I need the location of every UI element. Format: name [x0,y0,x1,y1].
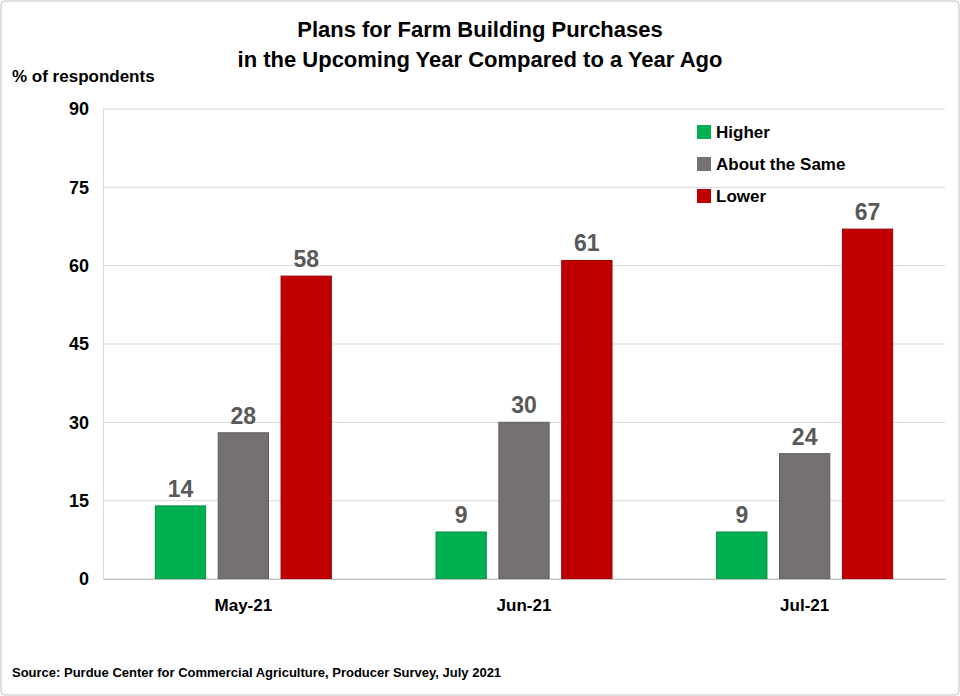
x-tick: Jun-21 [497,579,552,615]
y-tick-label: 0 [79,569,89,589]
data-label: 24 [792,424,818,450]
legend-swatch [697,189,711,203]
y-tick-label: 60 [69,256,89,276]
source-note: Source: Purdue Center for Commercial Agr… [12,665,501,680]
x-axis: May-21 Jun-21 Jul-21 [104,579,946,615]
data-label: 58 [293,246,319,272]
title-line: Plans for Farm Building Purchases [297,17,663,42]
y-axis: 0 15 30 45 60 75 90 [69,99,104,589]
title-line: in the Upcoming Year Compared to a Year … [238,47,723,72]
y-tick: 45 [69,334,103,354]
data-label: 28 [231,403,257,429]
data-label: 67 [855,199,881,225]
grid-line [103,109,945,110]
legend: Higher About the Same Lower [697,123,845,206]
data-label: 14 [168,476,194,502]
x-tick-label: Jun-21 [497,596,552,615]
data-label: 9 [735,502,748,528]
legend-swatch [697,125,711,139]
bar [436,532,486,579]
bar [155,506,205,579]
grid-line [103,344,945,345]
y-axis-title: % of respondents [12,67,155,86]
y-tick-label: 75 [69,178,89,198]
x-tick-label: Jul-21 [780,596,829,615]
y-tick: 0 [79,569,103,589]
data-label: 9 [455,502,468,528]
y-tick: 15 [69,491,103,511]
y-tick-label: 15 [69,491,89,511]
y-tick-label: 90 [69,99,89,119]
y-tick: 90 [69,99,103,119]
bar [842,229,892,579]
grid-line [103,265,945,266]
grid-line [103,187,945,188]
bars [155,229,892,579]
x-tick-label: May-21 [215,596,273,615]
data-label: 61 [574,230,600,256]
y-tick-label: 45 [69,334,89,354]
y-tick: 75 [69,178,103,198]
data-labels: 14 9 9 28 30 24 58 61 67 [168,199,881,528]
grid [103,109,945,579]
data-label: 30 [511,392,537,418]
legend-label: About the Same [716,155,845,174]
bar [780,454,830,579]
y-tick: 30 [69,413,103,433]
frame [1,1,959,695]
bar [499,422,549,579]
legend-label: Lower [716,187,766,206]
bar [281,276,331,579]
bar [562,260,612,579]
x-axis-line [104,579,946,580]
bar [717,532,767,579]
y-tick-label: 30 [69,413,89,433]
title: Plans for Farm Building Purchases in the … [238,17,723,72]
legend-swatch [697,157,711,171]
y-axis-line [103,110,104,580]
x-tick: May-21 [215,579,273,615]
x-tick: Jul-21 [780,579,829,615]
y-tick: 60 [69,256,103,276]
chart: 0 15 30 45 60 75 90 May-21 Jun-21 Jul-21 14 9 9 28 30 2… [0,0,960,696]
bar [218,433,268,579]
legend-label: Higher [716,123,770,142]
